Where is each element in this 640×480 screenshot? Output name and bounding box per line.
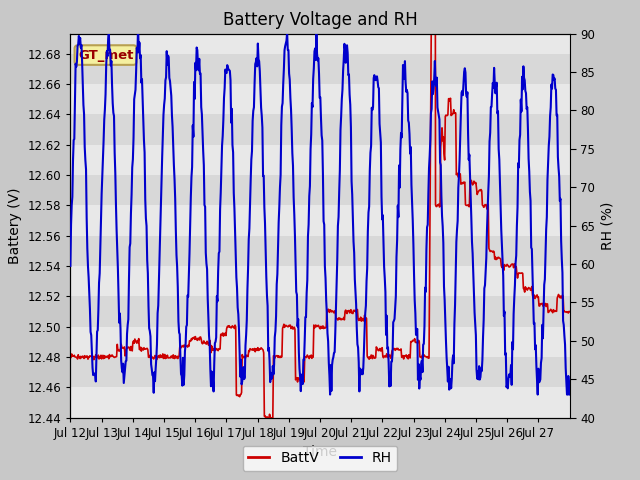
Bar [70,205,570,236]
Bar [70,84,570,114]
Bar [70,54,570,84]
Legend: BattV, RH: BattV, RH [243,445,397,471]
Bar [70,266,570,296]
Bar [70,236,570,266]
Bar [70,175,570,205]
Y-axis label: RH (%): RH (%) [600,202,614,250]
Bar [70,357,570,387]
Bar [70,387,570,418]
X-axis label: Time: Time [303,445,337,459]
Text: GT_met: GT_met [78,48,133,61]
Bar [70,327,570,357]
Y-axis label: Battery (V): Battery (V) [8,187,22,264]
Bar [70,114,570,145]
Bar [70,296,570,327]
Title: Battery Voltage and RH: Battery Voltage and RH [223,11,417,29]
Bar [70,145,570,175]
